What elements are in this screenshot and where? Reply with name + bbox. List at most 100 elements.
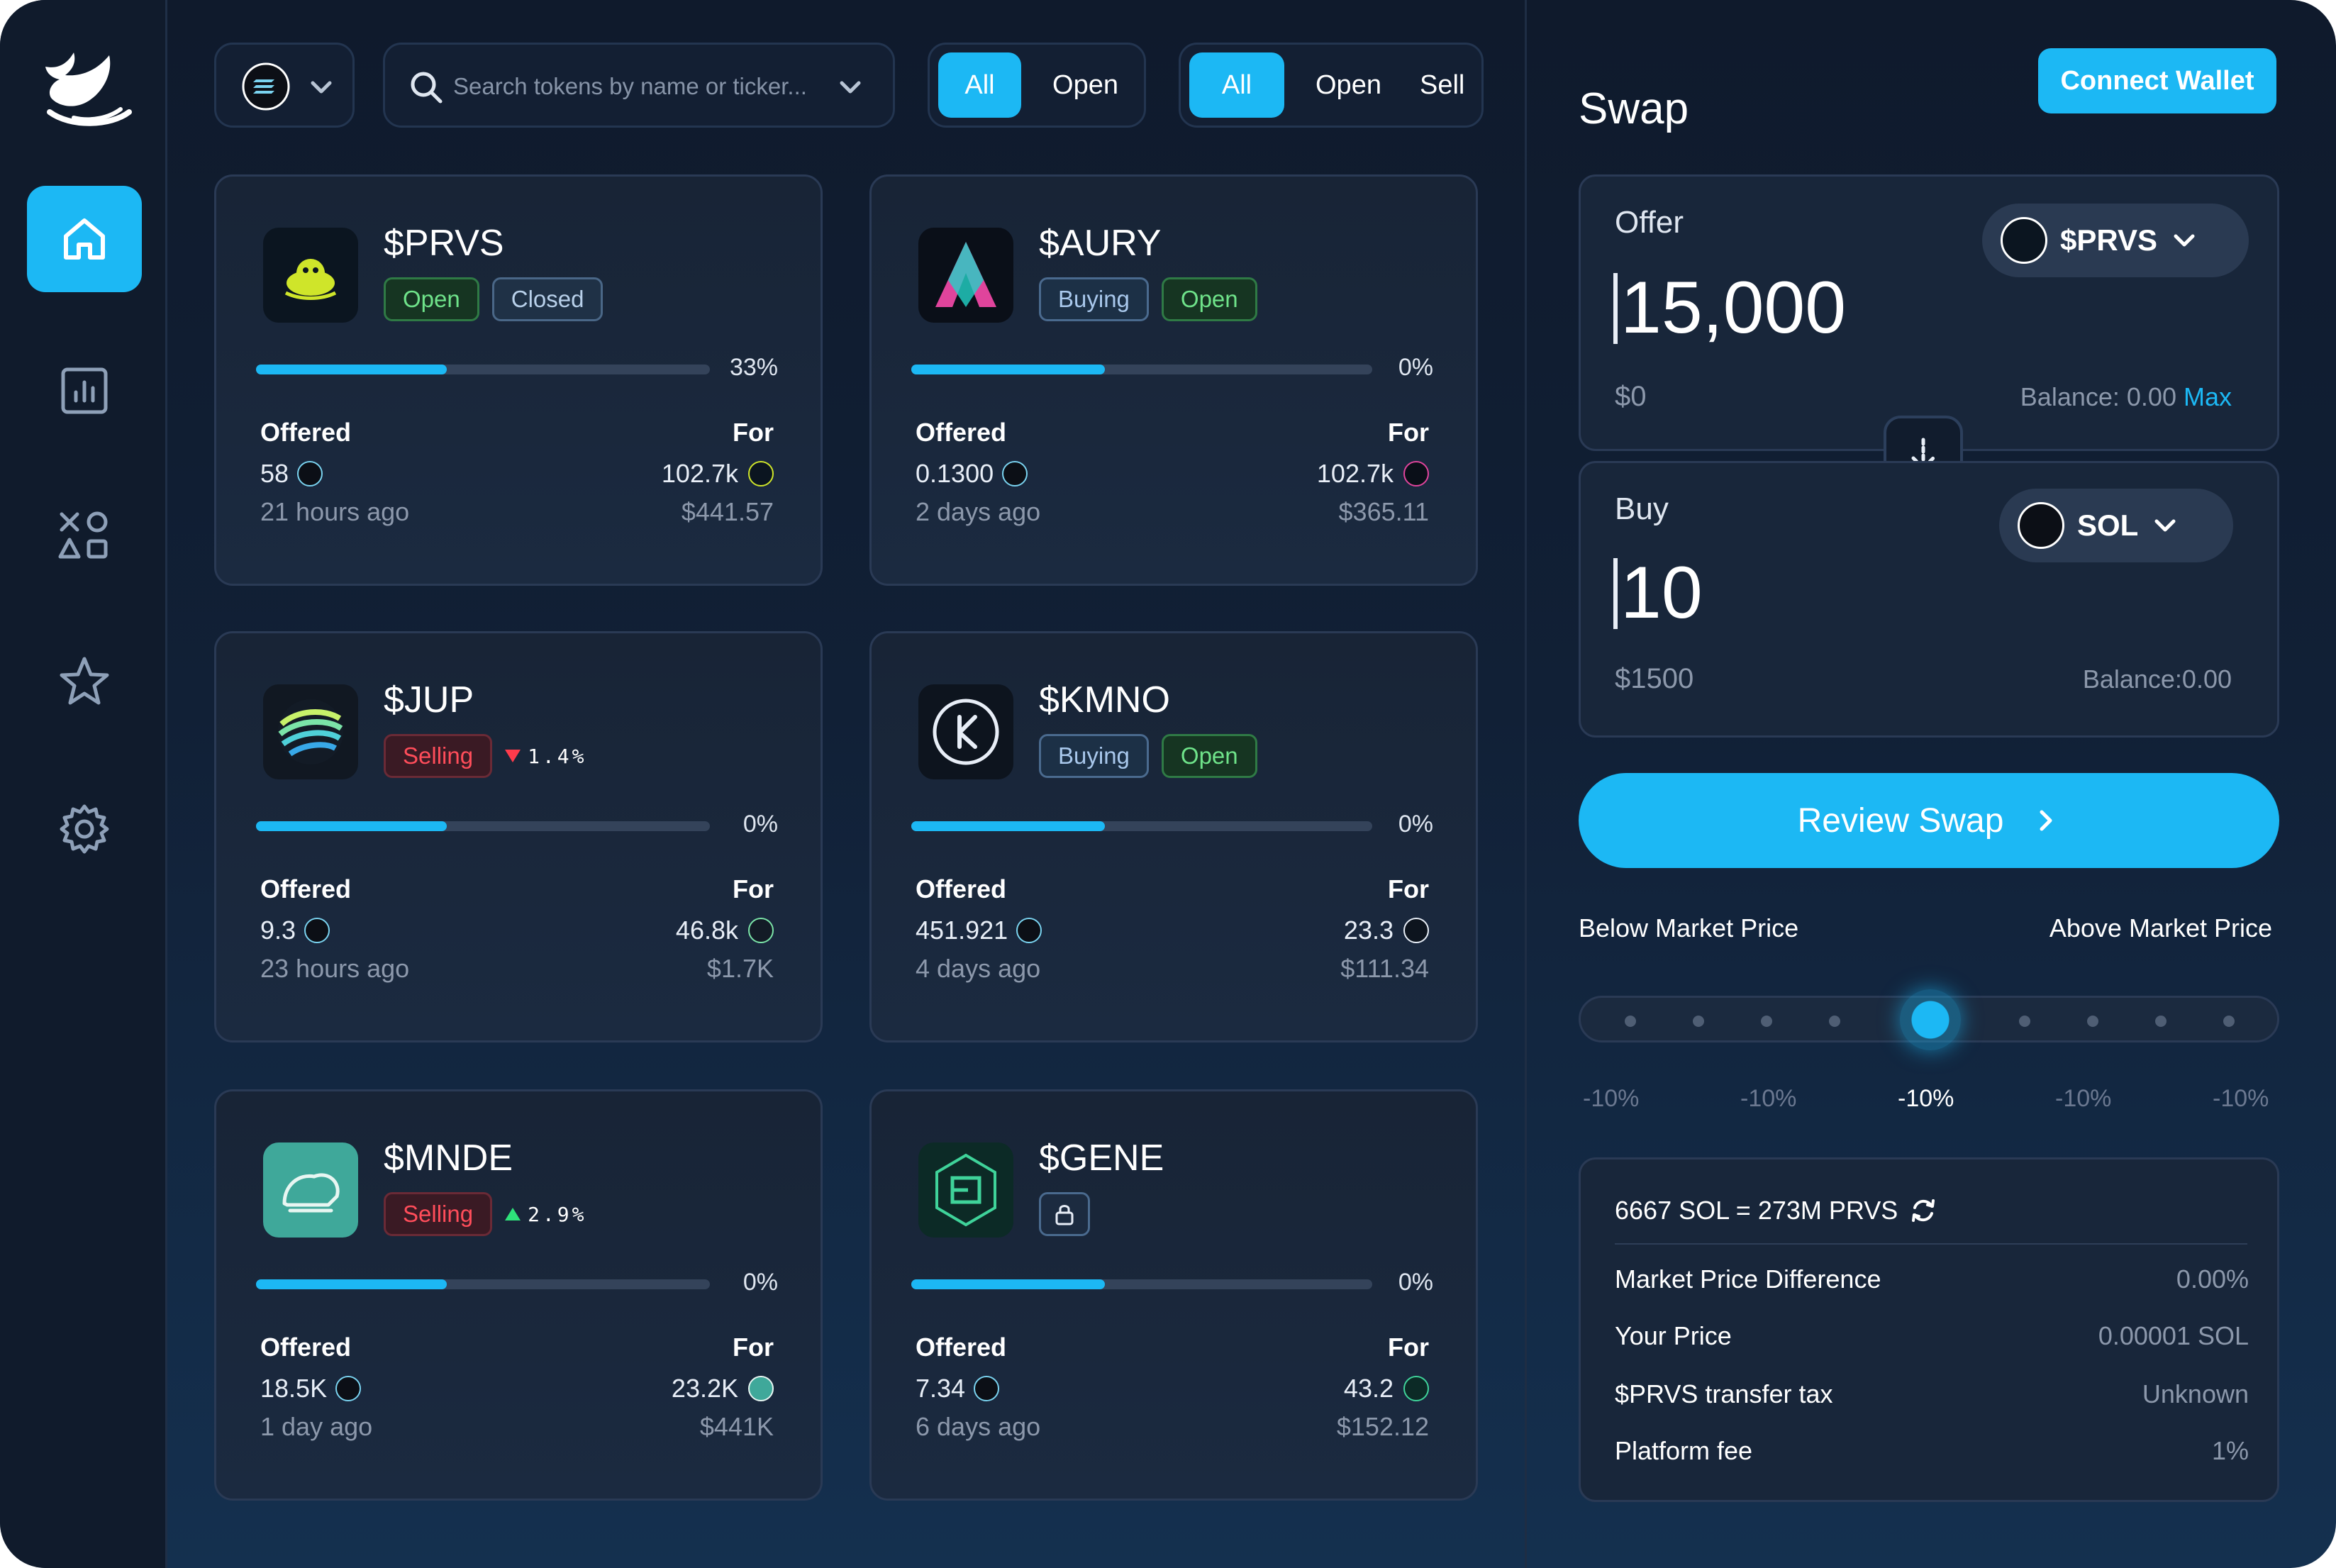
review-swap-button[interactable]: Review Swap — [1579, 773, 2279, 868]
detail-key: Platform fee — [1615, 1436, 1753, 1465]
for-amount: 23.3 — [1343, 916, 1394, 945]
chain-select[interactable] — [214, 43, 355, 128]
offer-token-select[interactable]: $PRVS — [1982, 204, 2249, 277]
for-value: 46.8k — [676, 916, 774, 945]
chevron-right-icon — [2040, 810, 2052, 831]
nav-home[interactable] — [27, 186, 142, 292]
badges: Buying Open — [1039, 277, 1257, 321]
for-value: 102.7k — [1317, 459, 1429, 489]
status-badge: Open — [384, 277, 479, 321]
search-input[interactable]: Search tokens by name or ticker... — [383, 43, 895, 128]
buy-token-select[interactable]: SOL — [1999, 489, 2233, 562]
token-card-mnde[interactable]: $MNDE Selling 2.9% 0% Offered For 18.5K … — [214, 1089, 823, 1501]
nav-categories[interactable] — [27, 482, 142, 589]
status-badge: Buying — [1039, 277, 1149, 321]
price-slider[interactable] — [1579, 989, 2279, 1050]
offered-value: 58 — [260, 459, 323, 489]
for-value: 23.2K — [672, 1374, 774, 1403]
for-label: For — [733, 1333, 774, 1362]
time-ago: 4 days ago — [916, 954, 1041, 983]
usd-value: $111.34 — [1340, 954, 1429, 983]
chevron-down-icon — [840, 81, 861, 94]
mnde-mini-icon — [748, 1376, 774, 1401]
status-filter: All Open — [928, 43, 1146, 128]
detail-row: Your Price 0.00001 SOL — [1615, 1321, 2249, 1351]
gear-icon — [60, 804, 109, 854]
progress-fill — [256, 821, 447, 831]
token-card-jup[interactable]: $JUP Selling 1.4% 0% Offered For 9.3 46.… — [214, 631, 823, 1042]
badges — [1039, 1192, 1090, 1236]
chevron-down-icon — [2154, 519, 2176, 532]
for-amount: 23.2K — [671, 1374, 738, 1403]
usd-value: $365.11 — [1338, 497, 1429, 526]
buy-amount-input[interactable]: 10 — [1613, 551, 1703, 635]
offered-label: Offered — [916, 1333, 1007, 1362]
detail-key: Market Price Difference — [1615, 1264, 1881, 1294]
gene-token-icon — [918, 1142, 1013, 1238]
slider-tick: -10% — [2213, 1085, 2269, 1112]
offered-value: 9.3 — [260, 916, 330, 945]
for-amount: 43.2 — [1343, 1374, 1394, 1403]
offered-amount: 451.921 — [916, 916, 1008, 945]
change-value: 2.9% — [528, 1202, 587, 1226]
token-name: $GENE — [1039, 1138, 1164, 1179]
progress-label: 0% — [1398, 811, 1433, 838]
filter-open[interactable]: Open — [1052, 69, 1118, 100]
nav-analytics[interactable] — [27, 338, 142, 444]
offered-amount: 7.34 — [916, 1374, 966, 1403]
progress-label: 0% — [1398, 354, 1433, 381]
slider-tick: -10% — [1898, 1085, 1954, 1112]
max-button[interactable]: Max — [2183, 382, 2232, 411]
connect-wallet-button[interactable]: Connect Wallet — [2038, 48, 2276, 113]
badges: Selling 1.4% — [384, 734, 587, 778]
up-arrow-icon — [505, 1208, 521, 1221]
filter-all[interactable]: All — [938, 52, 1022, 118]
whale-logo-icon[interactable] — [31, 38, 135, 130]
for-amount: 102.7k — [661, 459, 738, 488]
exchange-rate: 6667 SOL = 273M PRVS — [1615, 1195, 1939, 1226]
detail-row: Platform fee 1% — [1615, 1436, 2249, 1466]
slider-step — [2019, 1016, 2030, 1027]
token-card-aury[interactable]: $AURY Buying Open 0% Offered For 0.1300 … — [869, 174, 1478, 586]
time-ago: 1 day ago — [260, 1412, 373, 1441]
token-name: $PRVS — [384, 223, 504, 264]
offer-amount-input[interactable]: 15,000 — [1613, 266, 1846, 350]
for-value: 43.2 — [1344, 1374, 1429, 1403]
filter-open[interactable]: Open — [1316, 69, 1381, 100]
progress-fill — [911, 365, 1105, 374]
buy-box: Buy SOL 10 $1500 Balance:0.00 — [1579, 461, 2279, 738]
nav-settings[interactable] — [27, 776, 142, 882]
progress-bar — [256, 365, 710, 374]
badges: Open Closed — [384, 277, 604, 321]
token-card-kmno[interactable]: $KMNO Buying Open 0% Offered For 451.921… — [869, 631, 1478, 1042]
prvs-token-icon — [263, 228, 358, 323]
prvs-mini-icon — [748, 461, 774, 486]
filter-sell[interactable]: Sell — [1419, 69, 1465, 100]
buy-amount: 10 — [1620, 552, 1703, 634]
price-change: 1.4% — [505, 745, 586, 768]
slider-step — [2087, 1016, 2098, 1027]
aury-mini-icon — [1403, 461, 1429, 486]
token-card-gene[interactable]: $GENE 0% Offered For 7.34 43.2 6 days ag… — [869, 1089, 1478, 1501]
progress-label: 0% — [1398, 1269, 1433, 1296]
detail-value: Unknown — [2142, 1379, 2249, 1408]
status-badge: Selling — [384, 1192, 493, 1236]
refresh-icon[interactable] — [1908, 1195, 1939, 1226]
token-name: $JUP — [384, 679, 474, 721]
nav-favorites[interactable] — [27, 628, 142, 735]
for-label: For — [1388, 874, 1429, 903]
status-badge: Closed — [491, 277, 604, 321]
progress-bar — [256, 1279, 710, 1289]
for-value: 102.7k — [662, 459, 774, 489]
detail-row: $PRVS transfer tax Unknown — [1615, 1379, 2249, 1409]
slider-tick: -10% — [1740, 1085, 1797, 1112]
usd-value: $441.57 — [681, 497, 774, 526]
detail-key: Your Price — [1615, 1321, 1732, 1350]
slider-handle[interactable] — [1900, 989, 1961, 1050]
token-card-prvs[interactable]: $PRVS Open Closed 33% Offered For 58 102… — [214, 174, 823, 586]
change-value: 1.4% — [528, 744, 587, 768]
filter-all[interactable]: All — [1189, 52, 1284, 118]
token-name: $KMNO — [1039, 679, 1170, 721]
jup-mini-icon — [748, 918, 774, 943]
progress-bar — [256, 821, 710, 831]
